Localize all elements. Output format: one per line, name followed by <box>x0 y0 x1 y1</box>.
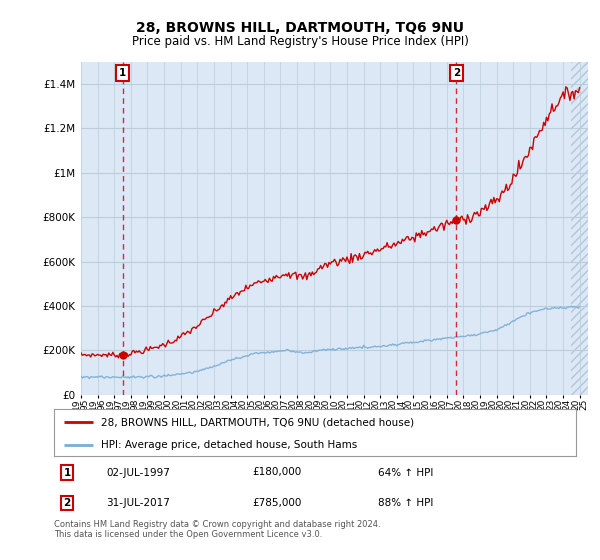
Text: Contains HM Land Registry data © Crown copyright and database right 2024.
This d: Contains HM Land Registry data © Crown c… <box>54 520 380 539</box>
Text: £785,000: £785,000 <box>253 498 302 508</box>
Text: 1: 1 <box>64 468 71 478</box>
Text: 1: 1 <box>119 68 126 78</box>
Text: Price paid vs. HM Land Registry's House Price Index (HPI): Price paid vs. HM Land Registry's House … <box>131 35 469 48</box>
Text: 31-JUL-2017: 31-JUL-2017 <box>106 498 170 508</box>
Text: 64% ↑ HPI: 64% ↑ HPI <box>377 468 433 478</box>
Text: 28, BROWNS HILL, DARTMOUTH, TQ6 9NU: 28, BROWNS HILL, DARTMOUTH, TQ6 9NU <box>136 21 464 35</box>
Text: 2: 2 <box>453 68 460 78</box>
Text: 2: 2 <box>64 498 71 508</box>
Text: £180,000: £180,000 <box>253 468 302 478</box>
Text: 88% ↑ HPI: 88% ↑ HPI <box>377 498 433 508</box>
Bar <box>571 62 588 395</box>
Text: HPI: Average price, detached house, South Hams: HPI: Average price, detached house, Sout… <box>101 440 357 450</box>
Text: 02-JUL-1997: 02-JUL-1997 <box>106 468 170 478</box>
Text: 28, BROWNS HILL, DARTMOUTH, TQ6 9NU (detached house): 28, BROWNS HILL, DARTMOUTH, TQ6 9NU (det… <box>101 417 414 427</box>
